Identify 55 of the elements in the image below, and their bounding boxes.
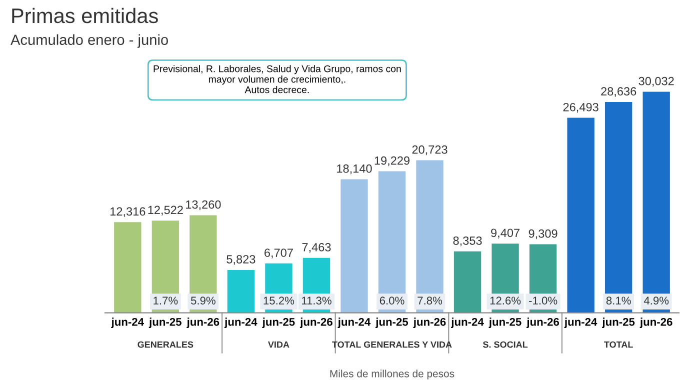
- data-label: 12,316: [110, 207, 146, 218]
- annotation: 15.2%: [264, 296, 294, 305]
- annotation: 8.1%: [606, 296, 631, 305]
- annotation: 6.0%: [380, 296, 404, 305]
- annotation: 5.9%: [190, 296, 216, 305]
- data-label: 19,229: [374, 156, 410, 166]
- data-label: 8,353: [453, 236, 482, 246]
- annotation: 7.8%: [418, 296, 442, 305]
- x-tick-label: jun-25: [148, 318, 182, 328]
- x-tick-label: jun-25: [375, 318, 408, 328]
- x-tick-label: jun-26: [640, 318, 672, 328]
- chart-subtitle: Acumulado enero - junio: [10, 34, 168, 48]
- bar: [227, 270, 255, 313]
- x-tick-label: jun-26: [186, 318, 220, 328]
- x-tick-label: jun-26: [526, 318, 560, 328]
- data-label: 9,309: [528, 229, 558, 240]
- x-axis-title: Miles de millones de pesos: [330, 370, 454, 380]
- x-tick-label: jun-24: [111, 318, 144, 328]
- x-tick-label: jun-25: [488, 318, 522, 328]
- data-label: 12,522: [148, 206, 183, 216]
- x-tick-label: jun-24: [564, 318, 598, 328]
- data-label: 13,260: [186, 200, 221, 210]
- data-label: 7,463: [302, 243, 331, 253]
- x-tick-label: jun-25: [262, 318, 295, 328]
- text: GENERALES: [138, 341, 194, 348]
- data-label: 18,140: [337, 164, 372, 174]
- text: TOTAL: [604, 341, 633, 348]
- annotation: 4.9%: [644, 296, 669, 305]
- text: S. SOCIAL: [482, 341, 528, 348]
- bar: [604, 102, 632, 313]
- annotation: 12.6%: [490, 296, 521, 305]
- annotation: 11.3%: [302, 296, 332, 305]
- bar: [114, 222, 142, 313]
- x-tick-label: jun-26: [413, 318, 446, 328]
- x-tick-label: jun-24: [338, 318, 371, 328]
- annotation: Previsional, R. Laborales, Salud y Vida Grupo, ramos con mayor volumen de crecimiento,. Autos decrece.: [154, 65, 401, 94]
- data-label: 26,493: [563, 102, 598, 113]
- x-tick-label: jun-25: [602, 318, 635, 328]
- data-label: 20,723: [412, 145, 448, 156]
- data-label: 28,636: [601, 87, 636, 97]
- bar: [340, 179, 368, 313]
- data-label: 30,032: [638, 76, 674, 87]
- x-tick-label: jun-24: [450, 318, 484, 328]
- x-tick-label: jun-26: [300, 318, 332, 328]
- data-label: 9,407: [491, 228, 520, 238]
- x-tick-label: jun-24: [224, 318, 258, 328]
- data-label: 6,707: [264, 248, 293, 258]
- bar: [454, 251, 482, 313]
- bar: [567, 118, 594, 313]
- data-label: 5,823: [226, 255, 256, 265]
- annotation: 1.7%: [154, 296, 178, 304]
- chart-title: Primas emitidas: [12, 8, 158, 24]
- text: TOTAL GENERALES Y VIDA: [332, 341, 452, 348]
- annotation: -1.0%: [529, 296, 558, 305]
- text: VIDA: [268, 341, 290, 348]
